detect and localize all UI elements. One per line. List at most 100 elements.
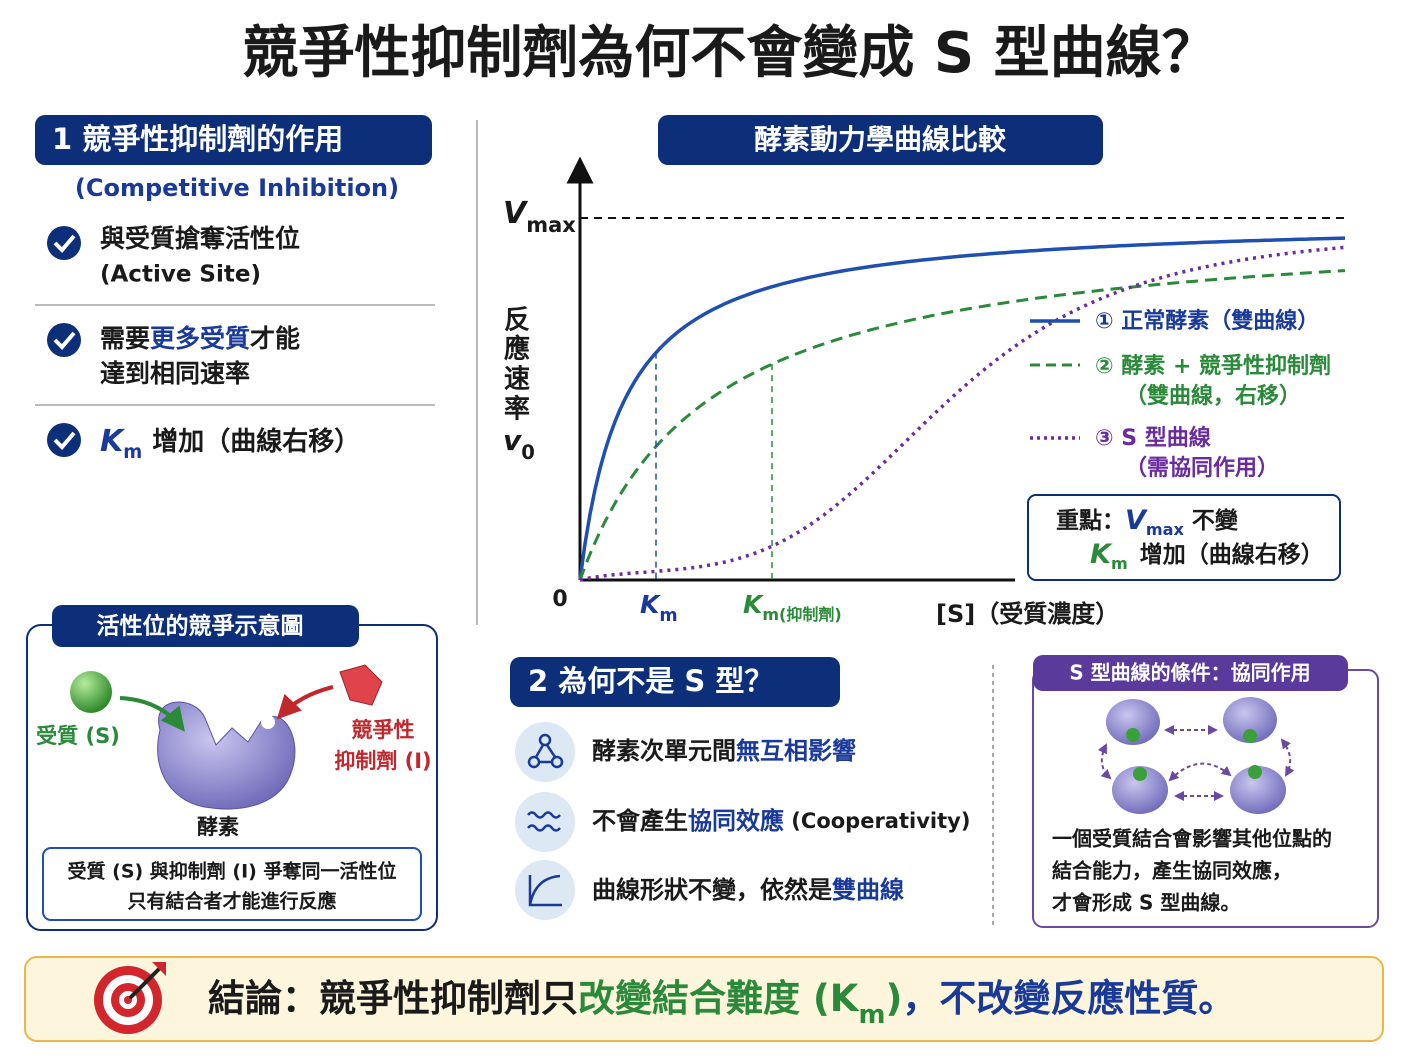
- shape-ellipse: [1106, 699, 1160, 745]
- shape-polyline: [53, 331, 76, 350]
- text-run: K: [1090, 539, 1113, 570]
- section-heading-bg: [35, 115, 432, 165]
- y-label: 率: [504, 394, 530, 425]
- text-run: K: [100, 424, 126, 459]
- item-text: (Active Site): [100, 262, 261, 288]
- key-line: 重點：Vmax 不變: [1056, 505, 1239, 540]
- cooperativity-box: [1032, 669, 1379, 928]
- text-run: m: [659, 606, 677, 626]
- shape-g: [1097, 725, 1295, 801]
- note-line: 只有結合者才能進行反應: [127, 890, 336, 913]
- shape-circle: [515, 860, 575, 920]
- vmax-label: Vmax: [503, 196, 576, 238]
- text-run: 改變結合難度 (K: [578, 977, 860, 1020]
- normal-curve: [578, 236, 1346, 581]
- text-run: K: [640, 590, 661, 619]
- shape-path: [1280, 738, 1295, 777]
- inhibitor-curve: [578, 269, 1346, 581]
- section-heading: 2 為何不是 S 型？: [528, 664, 773, 698]
- text-run: 增加（曲線右移）: [152, 426, 360, 457]
- text-run: K: [743, 590, 764, 619]
- shape-path: [527, 811, 561, 832]
- legend-label: ② 酵素 + 競爭性抑制劑: [1095, 353, 1331, 379]
- text-run: 不變: [1192, 507, 1239, 534]
- shape-circle: [1243, 729, 1257, 743]
- shape-path: [534, 744, 557, 764]
- text-run: 曲線形狀不變，依然是: [592, 876, 832, 904]
- text-run: m: [858, 1000, 885, 1030]
- shape-path: [528, 874, 562, 907]
- section-subheading: (Competitive Inhibition): [75, 174, 399, 202]
- section-heading-bg: [510, 657, 840, 707]
- shape-path: [152, 962, 166, 976]
- legend-label: ① 正常酵素（雙曲線）: [1095, 308, 1319, 334]
- item-text: 需要更多受質才能: [100, 324, 300, 353]
- inhibitor-label: 抑制劑 (I): [334, 749, 431, 773]
- arrow: [119, 696, 185, 732]
- enzyme-label: 酵素: [197, 815, 239, 839]
- text-run: 才能: [250, 324, 300, 353]
- text-run: V: [503, 196, 529, 231]
- sigmoid-curve: [579, 245, 1346, 582]
- text-run: 雙曲線: [832, 876, 904, 904]
- shape-circle: [1133, 767, 1147, 781]
- active-site: [261, 715, 275, 729]
- text-run: 酵素次單元間: [592, 737, 736, 765]
- text-run: v: [503, 424, 522, 457]
- item-text: 與受質搶奪活性位: [100, 224, 300, 253]
- text-run: ): [885, 977, 902, 1020]
- text-run: (Cooperativity): [784, 809, 970, 833]
- enzyme-shape: [157, 701, 296, 810]
- text-run: m: [123, 442, 142, 463]
- y-label: 反: [504, 306, 530, 336]
- reason-text: 曲線形狀不變，依然是雙曲線: [592, 876, 904, 904]
- reason-text: 酵素次單元間無互相影響: [592, 737, 856, 765]
- shape-path: [1168, 762, 1232, 782]
- shape-path: [128, 966, 162, 1000]
- shape-circle: [1126, 728, 1140, 742]
- target-icon: [94, 962, 166, 1034]
- shape-circle: [47, 226, 81, 260]
- subunits: [1097, 697, 1295, 814]
- y-symbol: v0: [503, 424, 535, 464]
- page-title: 競爭性抑制劑為何不會變成 S 型曲線？: [242, 21, 1217, 86]
- text-run: 增加（曲線右移）: [1140, 541, 1324, 568]
- km-label: Km: [640, 590, 678, 626]
- inhibitor-label: 競爭性: [352, 718, 415, 742]
- shape-circle: [47, 323, 81, 357]
- section-heading: 1 競爭性抑制劑的作用: [52, 122, 343, 156]
- text-run: 0: [521, 441, 535, 464]
- origin-label: 0: [552, 587, 567, 612]
- arrow: [276, 685, 334, 720]
- shape-circle: [515, 792, 575, 852]
- item-text: Km 增加（曲線右移）: [100, 424, 360, 463]
- shape-circle: [515, 722, 575, 782]
- cooperativity-heading: S 型曲線的條件：協同作用: [1069, 661, 1310, 685]
- legend-note: （需協同作用）: [1125, 455, 1279, 481]
- substrate-label: 受質 (S): [36, 724, 120, 748]
- diagram-heading-bg: [52, 605, 359, 647]
- cooperativity-heading-bg: [1033, 655, 1348, 691]
- x-label: [S]（受質濃度）: [936, 600, 1119, 628]
- text-run: m(抑制劑): [762, 605, 841, 624]
- chart-heading-bg: [658, 115, 1103, 165]
- key-line: Km 增加（曲線右移）: [1090, 539, 1324, 574]
- text-run: m: [1111, 554, 1128, 573]
- y-label: 速: [504, 365, 530, 395]
- cooperativity-text: 結合能力，產生協同效應，: [1052, 859, 1292, 883]
- key-box: [1027, 494, 1341, 581]
- legend-label: ③ S 型曲線: [1095, 425, 1211, 451]
- text-run: V: [1125, 505, 1148, 536]
- reason-text: 不會產生協同效應 (Cooperativity): [592, 807, 970, 835]
- shape-polyline: [53, 234, 76, 253]
- y-label: 應: [504, 334, 530, 365]
- text-run: 需要: [100, 324, 150, 353]
- text-run: 結論：競爭性抑制劑只: [208, 977, 578, 1020]
- legend-note: （雙曲線，右移）: [1125, 383, 1301, 409]
- text-run: 協同效應: [688, 807, 784, 835]
- km-inhibitor-label: Km(抑制劑): [743, 590, 842, 624]
- shape-ellipse: [1230, 766, 1286, 814]
- shape-path: [1097, 743, 1112, 780]
- conclusion-box: [24, 956, 1384, 1042]
